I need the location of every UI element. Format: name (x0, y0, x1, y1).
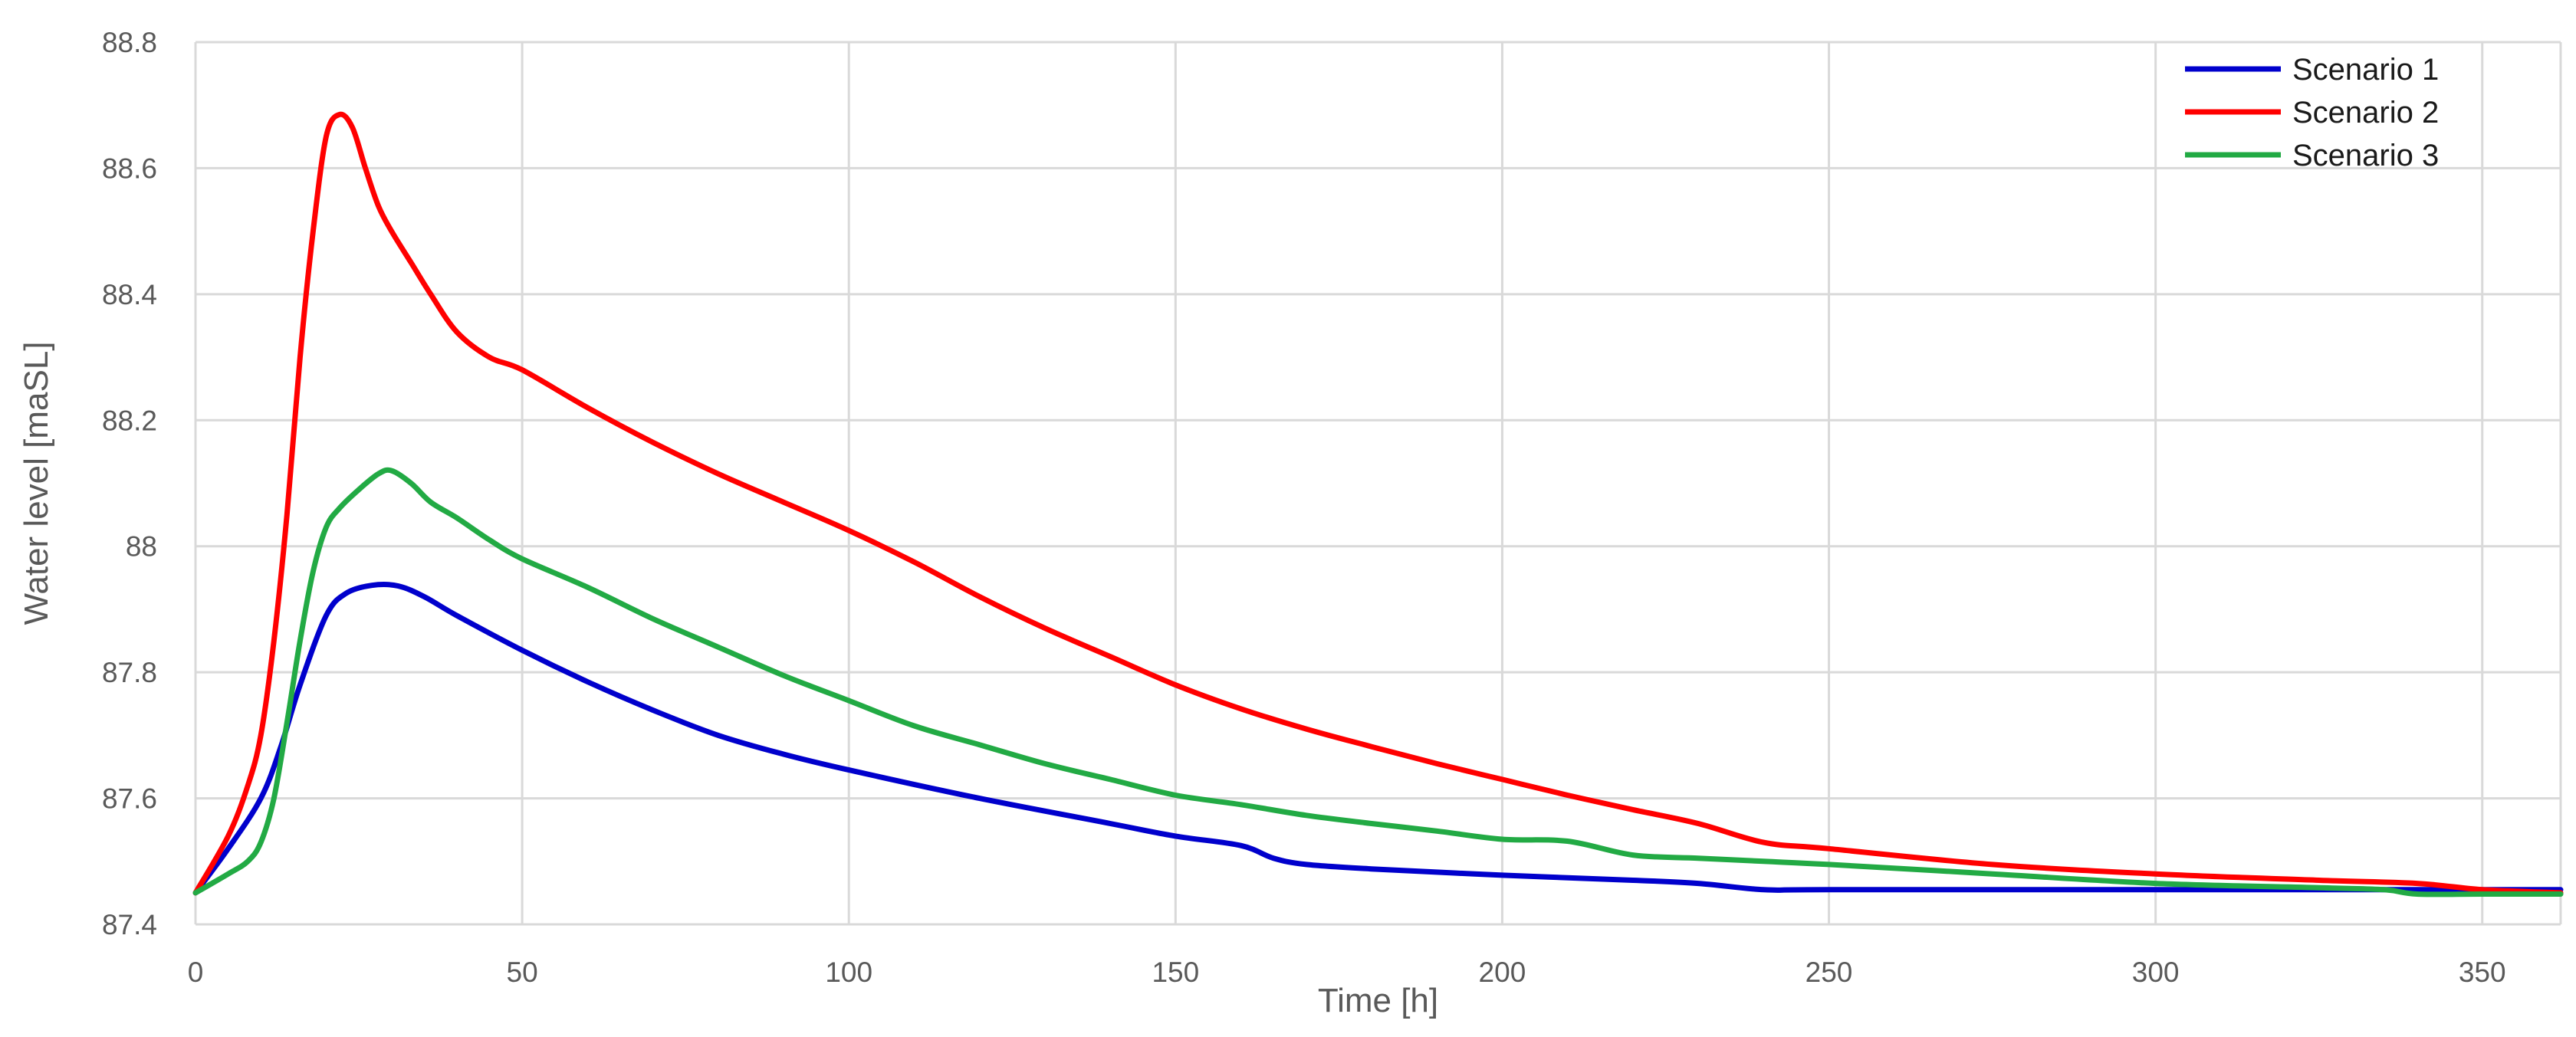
legend-label-scenario-3: Scenario 3 (2292, 139, 2439, 172)
y-axis-label: Water level [maSL] (18, 341, 55, 625)
legend-label-scenario-2: Scenario 2 (2292, 96, 2439, 130)
series-line-scenario-3 (192, 467, 2564, 898)
x-tick-label: 200 (1479, 957, 1526, 988)
x-tick-labels: 0 50 100 150 200 250 300 350 (188, 957, 2506, 988)
x-tick-label: 100 (825, 957, 872, 988)
legend-label-scenario-1: Scenario 1 (2292, 53, 2439, 87)
x-axis-label: Time [h] (1318, 982, 1438, 1019)
series-lines (192, 111, 2564, 898)
series-line-scenario-2 (192, 111, 2564, 896)
y-tick-label: 88.8 (102, 27, 157, 58)
x-tick-label: 150 (1152, 957, 1199, 988)
x-tick-label: 50 (507, 957, 538, 988)
legend: Scenario 1 Scenario 2 Scenario 3 (2185, 53, 2439, 172)
horizontal-gridlines (196, 41, 2561, 926)
x-tick-label: 250 (1806, 957, 1853, 988)
x-tick-label: 300 (2132, 957, 2180, 988)
y-tick-labels: 87.4 87.6 87.8 88 88.2 88.4 88.6 88.8 (102, 27, 157, 940)
y-tick-label: 88.6 (102, 153, 157, 184)
y-tick-label: 87.6 (102, 783, 157, 815)
y-tick-label: 88 (126, 531, 157, 563)
y-tick-label: 87.8 (102, 657, 157, 688)
y-tick-label: 88.2 (102, 405, 157, 436)
x-tick-label: 0 (188, 957, 204, 988)
series-line-scenario-1 (192, 582, 2564, 896)
y-tick-label: 87.4 (102, 909, 157, 940)
vertical-gridlines (194, 42, 2562, 924)
x-tick-label: 350 (2459, 957, 2506, 988)
y-tick-label: 88.4 (102, 279, 157, 310)
